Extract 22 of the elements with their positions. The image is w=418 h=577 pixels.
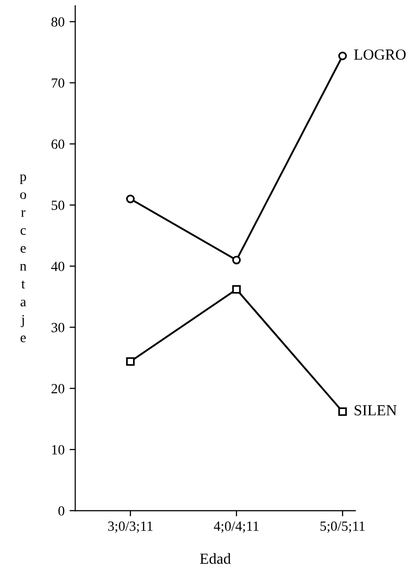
y-tick-label: 80 — [51, 17, 64, 27]
point — [126, 194, 135, 204]
point — [126, 357, 135, 366]
point — [232, 256, 241, 264]
text: porcentaje — [20, 174, 26, 342]
x-tick-label: 3;0/3;11 — [108, 521, 152, 533]
y-tick-label: 30 — [52, 322, 64, 332]
series-label: SILEN — [354, 405, 397, 416]
series-label: LOGRO — [354, 49, 406, 60]
y-tick-label: 0 — [58, 506, 64, 516]
point — [338, 52, 347, 60]
x-tick-label: 4;0/4;11 — [214, 521, 259, 533]
x-axis-title: Edad — [200, 553, 231, 564]
x-tick-label: 5;0/5;11 — [320, 521, 365, 533]
y-tick-label: 50 — [52, 200, 64, 210]
y-tick-label: 60 — [52, 139, 64, 149]
point — [338, 407, 347, 416]
y-tick-label: 40 — [51, 262, 64, 272]
point — [232, 285, 241, 294]
y-tick-label: 70 — [52, 78, 64, 88]
y-tick-label: 20 — [52, 384, 64, 394]
y-tick-label: 10 — [52, 445, 64, 454]
